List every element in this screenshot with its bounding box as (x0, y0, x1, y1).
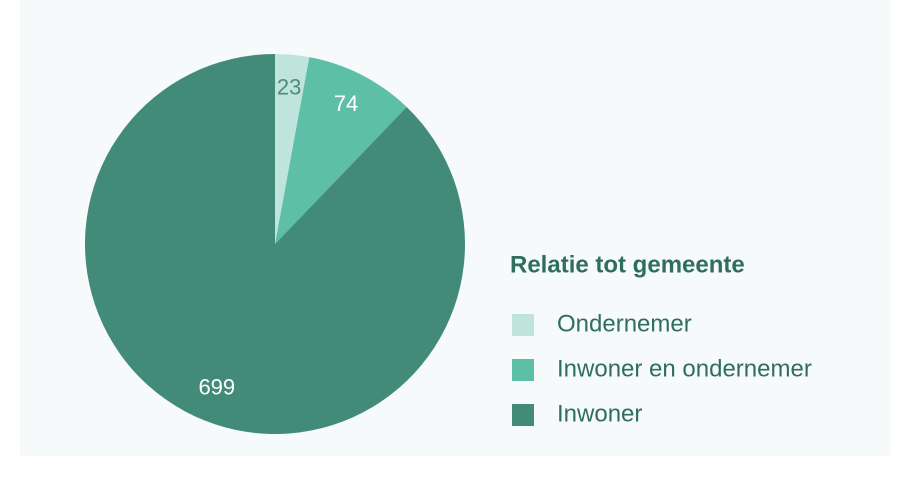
slice-label: 699 (198, 374, 235, 399)
legend-swatch (512, 359, 534, 381)
legend-label: Ondernemer (557, 310, 692, 337)
legend-swatch (512, 404, 534, 426)
legend-title: Relatie tot gemeente (510, 251, 745, 278)
legend-swatch (512, 314, 534, 336)
legend-label: Inwoner en ondernemer (557, 355, 812, 382)
slice-label: 74 (334, 91, 358, 116)
pie-slice (275, 57, 407, 245)
pie-slice (85, 54, 466, 434)
legend-label: Inwoner (557, 400, 642, 427)
pie-slice (275, 54, 310, 244)
slice-label: 23 (277, 75, 301, 100)
